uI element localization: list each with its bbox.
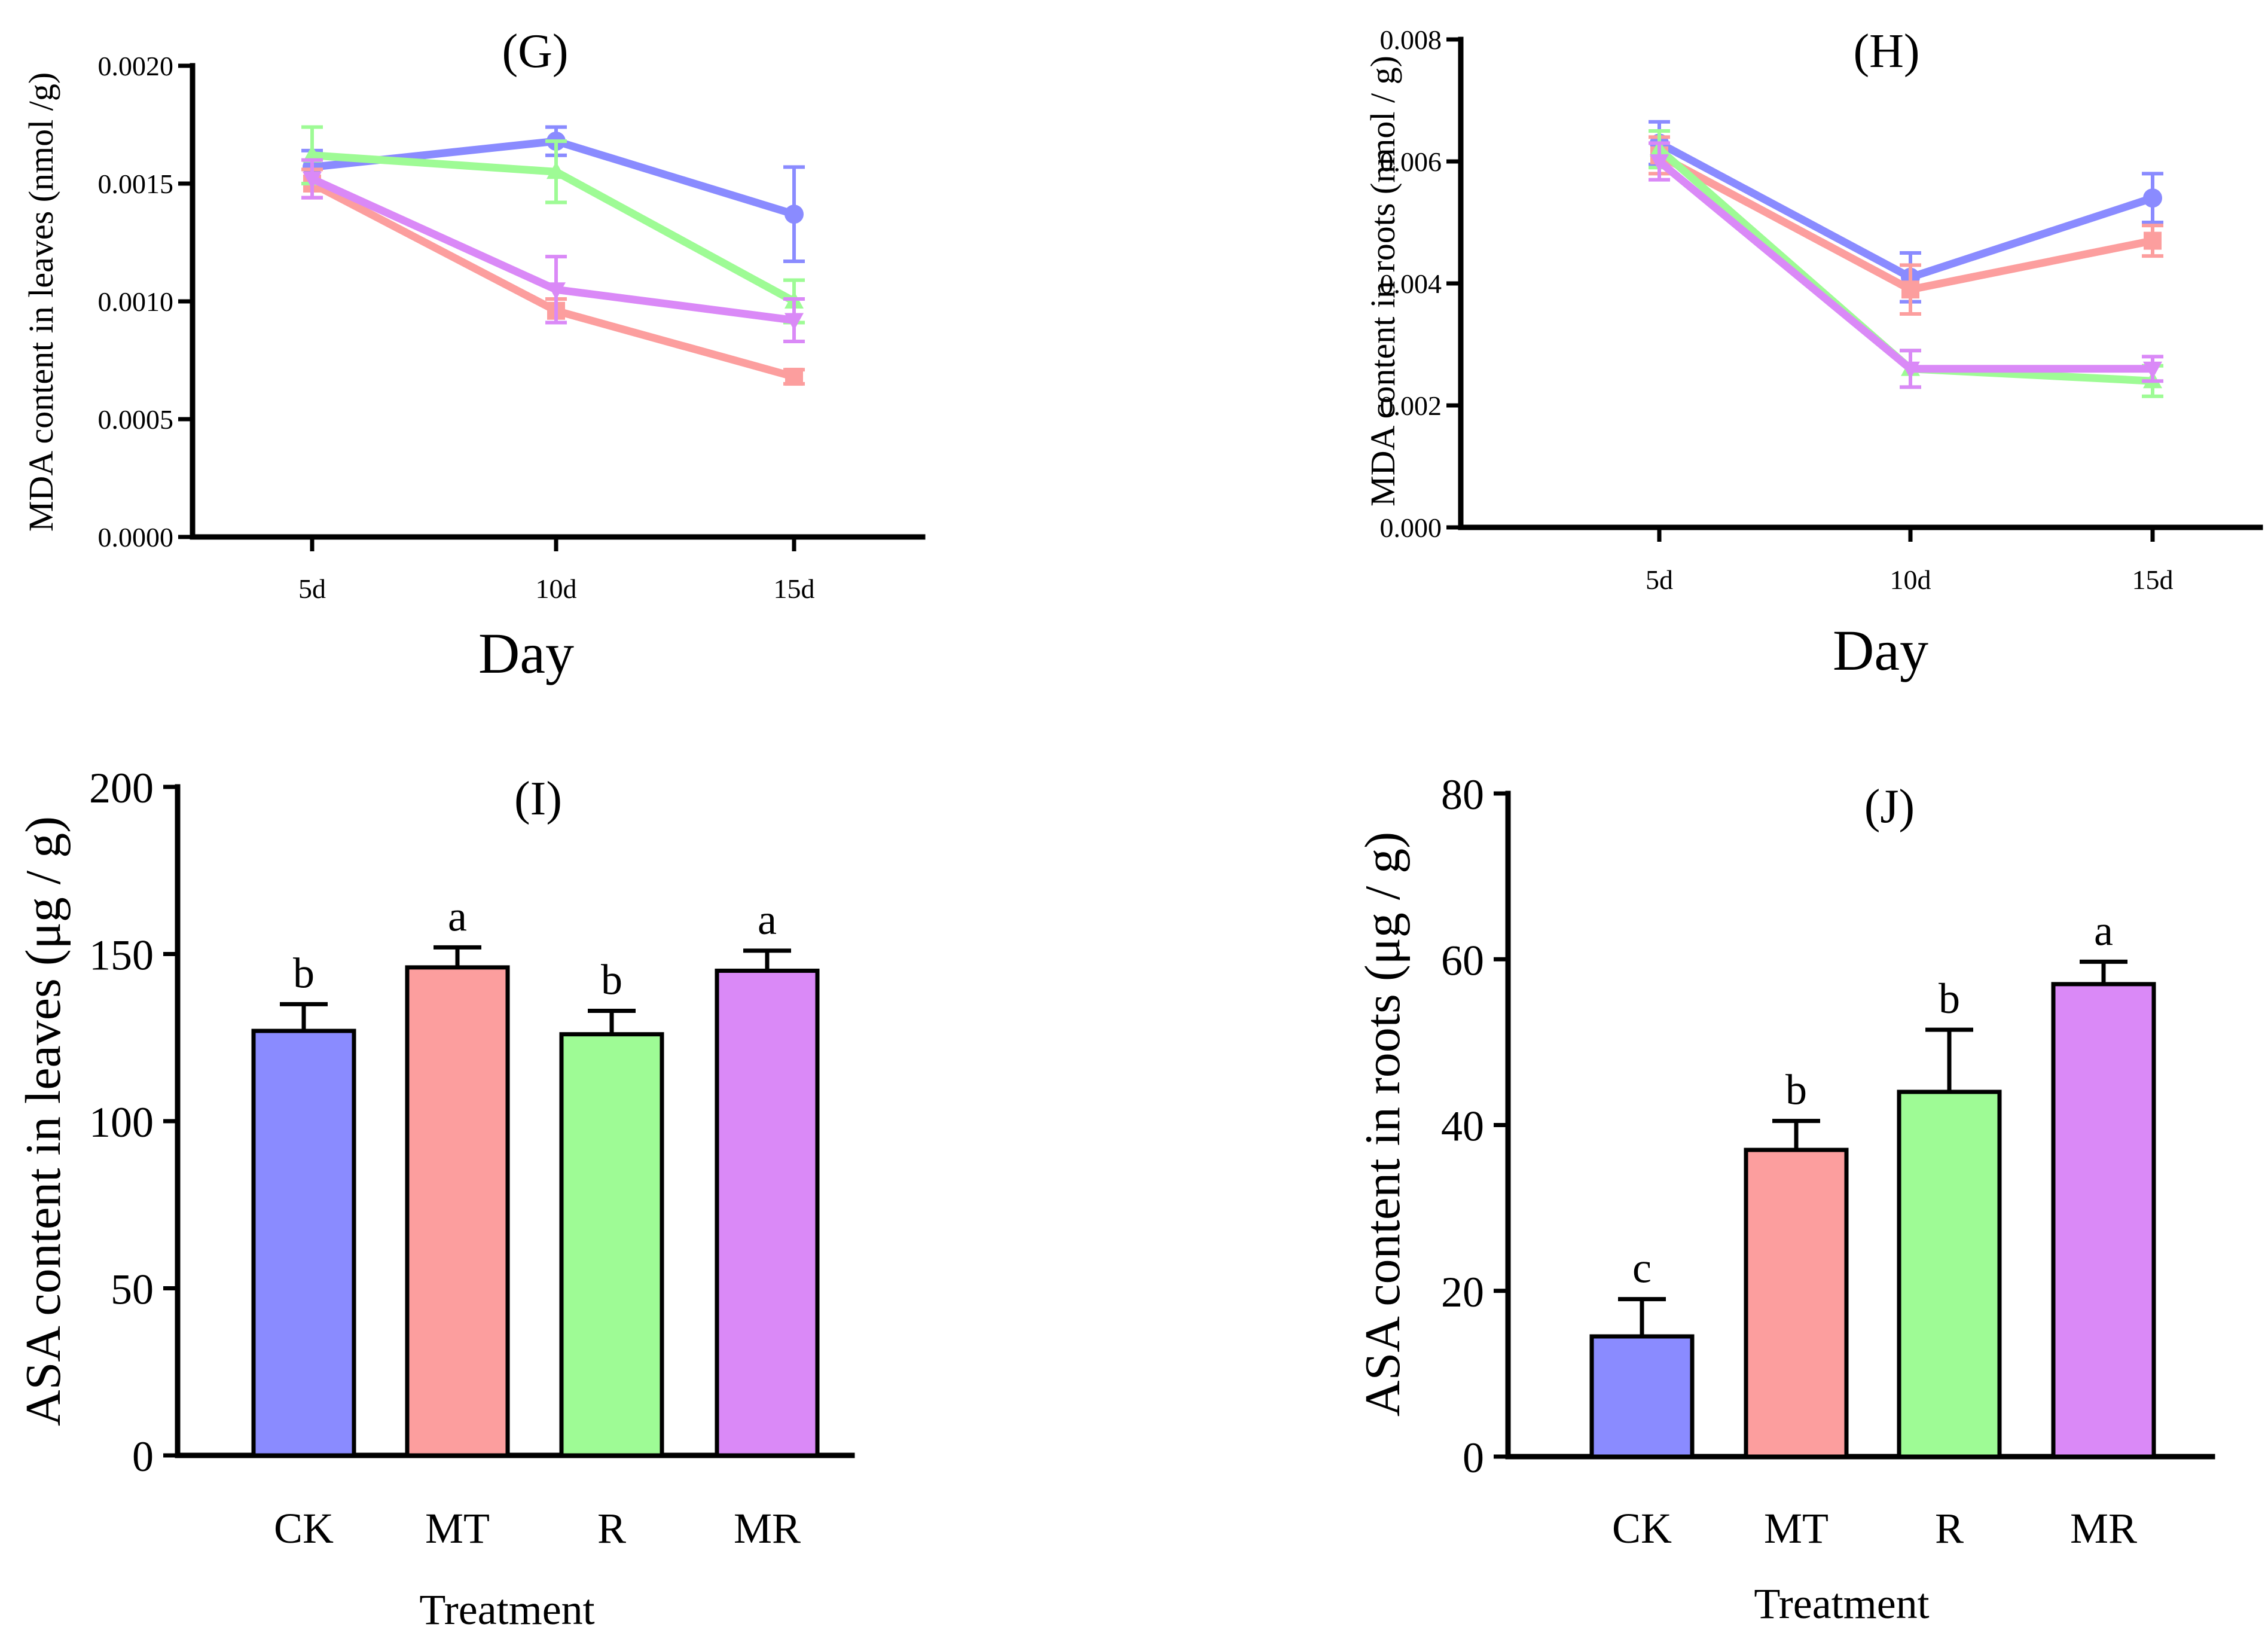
significance-label: a: [758, 896, 777, 944]
y-tick-label: 20: [1441, 1268, 1484, 1316]
y-tick-label: 150: [89, 932, 154, 979]
chart-panel-j: 0 20 40 60 80 CK MT R MR (J) Treatment ASA content …: [1355, 771, 2215, 1628]
y-tick-label: 0.006: [1380, 146, 1442, 177]
significance-label: b: [601, 956, 622, 1004]
data-point: [1901, 361, 1920, 379]
y-tick-label: 60: [1441, 936, 1484, 984]
chart-panel-g: 0.0000 0.0005 0.0010 0.0015 0.0020 5d 10d 15d (G…: [22, 25, 926, 685]
x-tick-label: 5d: [1646, 564, 1673, 595]
x-tick-label: MR: [734, 1504, 801, 1552]
data-point: [785, 368, 803, 386]
x-tick-label: CK: [274, 1504, 334, 1552]
chart-panel-i: 0 50 100 150 200 CK MT R MR (I) Treatment ASA conte…: [16, 764, 855, 1633]
y-tick-label: 0.0000: [98, 522, 174, 553]
data-point: [785, 204, 804, 224]
x-axis-label: Day: [1833, 618, 1928, 682]
y-tick-label: 0: [132, 1433, 154, 1481]
data-point: [547, 161, 566, 179]
y-tick-label: 0.002: [1380, 390, 1442, 421]
x-tick-label: 5d: [298, 573, 326, 604]
series-mr: [1649, 141, 2163, 389]
y-tick-label: 0.0010: [98, 286, 174, 317]
x-tick-label: 10d: [536, 573, 577, 604]
data-point: [785, 313, 804, 331]
x-tick-label: 15d: [774, 573, 815, 604]
y-axis-label: ASA content in roots (μg / g): [1355, 832, 1411, 1417]
data-point: [303, 172, 322, 190]
bar-ck: [251, 1028, 356, 1458]
chart-panel-h: 0.000 0.002 0.004 0.006 0.008 5d 10d 15d (H) Day M…: [1363, 25, 2263, 682]
significance-label: a: [448, 892, 467, 940]
x-tick-label: 15d: [2132, 564, 2174, 595]
x-axis-label: Treatment: [1754, 1580, 1929, 1628]
significance-label: a: [2094, 906, 2113, 954]
data-point: [303, 145, 322, 163]
bar-mr: [715, 968, 820, 1458]
significance-label: c: [1632, 1244, 1652, 1292]
y-tick-label: 0.008: [1380, 25, 1442, 55]
y-tick-label: 0.0020: [98, 51, 174, 81]
x-axis-label: Day: [478, 621, 574, 685]
chart-title: (H): [1853, 25, 1919, 78]
x-tick-label: MR: [2070, 1504, 2137, 1552]
data-point: [547, 282, 566, 300]
chart-title: (G): [502, 25, 568, 78]
x-axis-label: Treatment: [419, 1586, 594, 1633]
bar-mr: [2051, 982, 2156, 1459]
y-tick-label: 0.000: [1380, 512, 1442, 543]
bar-mt: [405, 965, 510, 1458]
series-mr: [301, 158, 805, 343]
y-tick-label: 80: [1441, 771, 1484, 819]
data-point: [2143, 361, 2162, 379]
x-tick-label: CK: [1612, 1504, 1672, 1552]
y-tick-label: 100: [89, 1098, 154, 1146]
significance-label: b: [1939, 975, 1960, 1022]
bar-r: [559, 1032, 664, 1458]
data-point: [2144, 231, 2162, 250]
x-tick-label: MT: [425, 1504, 490, 1552]
y-axis-label: ASA content in leaves (μg / g): [16, 816, 71, 1426]
y-tick-label: 0: [1463, 1434, 1484, 1482]
y-tick-label: 0.004: [1380, 268, 1442, 299]
x-tick-label: R: [1935, 1504, 1964, 1552]
data-point: [1901, 280, 1919, 299]
y-tick-label: 0.0015: [98, 169, 174, 199]
y-tick-label: 40: [1441, 1103, 1484, 1150]
y-tick-label: 50: [111, 1266, 154, 1314]
chart-title: (J): [1864, 780, 1915, 833]
bar-ck: [1589, 1334, 1695, 1459]
chart-title: (I): [514, 773, 562, 825]
y-tick-label: 200: [89, 764, 154, 812]
y-axis-label: MDA content in roots (nmol / g): [1363, 56, 1402, 506]
bar-r: [1897, 1089, 2002, 1459]
x-tick-label: R: [597, 1504, 626, 1552]
data-point: [1650, 154, 1669, 172]
x-tick-label: 10d: [1890, 564, 1931, 595]
data-point: [2143, 188, 2162, 208]
y-axis-label: MDA content in leaves (nmol /g): [22, 72, 60, 532]
y-tick-label: 0.0005: [98, 404, 174, 435]
significance-label: b: [293, 949, 315, 997]
significance-label: b: [1785, 1066, 1807, 1114]
x-tick-label: MT: [1764, 1504, 1829, 1552]
bar-mt: [1744, 1147, 1849, 1459]
